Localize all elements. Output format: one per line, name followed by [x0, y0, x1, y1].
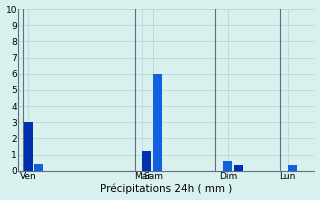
Bar [34, 164, 43, 171]
Bar [223, 161, 232, 171]
Bar [153, 74, 162, 171]
Bar [288, 165, 297, 171]
X-axis label: Précipitations 24h ( mm ): Précipitations 24h ( mm ) [100, 184, 233, 194]
Bar [24, 122, 33, 171]
Bar [142, 151, 151, 171]
Bar [234, 165, 243, 171]
